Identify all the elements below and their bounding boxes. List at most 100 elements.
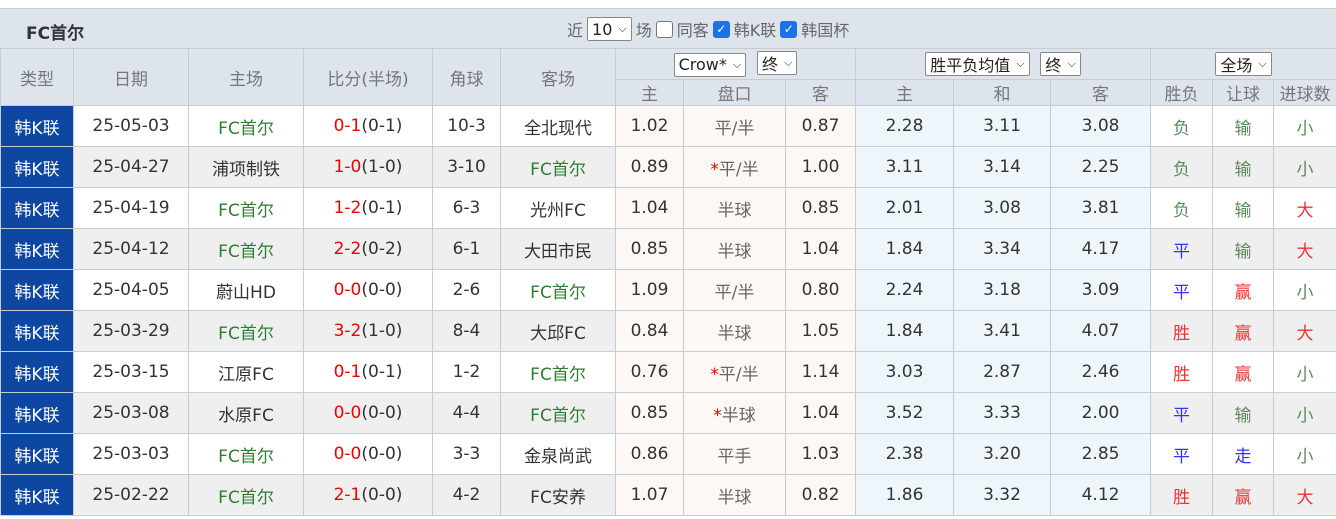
handicap-away-odds: 0.82 bbox=[784, 474, 857, 516]
handicap-away-odds: 1.05 bbox=[784, 310, 857, 352]
euro-draw-odds: 3.18 bbox=[953, 269, 1052, 311]
league-badge[interactable]: 韩K联 bbox=[0, 269, 74, 311]
half-time-score: (0-1) bbox=[361, 362, 403, 382]
handicap-line: 平手 bbox=[683, 433, 786, 475]
table-row[interactable]: 韩K联 25-04-12 FC首尔 2-2(0-2) 6-1 大田市民 0.85… bbox=[0, 228, 1336, 270]
result-goals: 小 bbox=[1273, 105, 1336, 147]
away-team[interactable]: 全北现代 bbox=[500, 105, 616, 147]
home-team[interactable]: FC首尔 bbox=[188, 474, 304, 516]
half-time-score: (0-2) bbox=[361, 239, 403, 259]
handicap-home-odds: 0.86 bbox=[615, 433, 684, 475]
star-marker: * bbox=[713, 405, 722, 426]
full-time-score: 0-0 bbox=[333, 403, 362, 423]
away-team[interactable]: 大田市民 bbox=[500, 228, 616, 270]
home-team[interactable]: 水原FC bbox=[188, 392, 304, 434]
recent-count-value: 10 bbox=[592, 19, 613, 39]
score[interactable]: 2-1(0-0) bbox=[303, 474, 433, 516]
league-badge[interactable]: 韩K联 bbox=[0, 105, 74, 147]
header-ou: 进球数 bbox=[1273, 79, 1336, 106]
league-badge[interactable]: 韩K联 bbox=[0, 474, 74, 516]
league2-checkbox[interactable]: ✓ bbox=[780, 20, 798, 38]
handicap-phase-select[interactable]: 终 ⌵ bbox=[757, 51, 798, 76]
handicap-line-value: 半球 bbox=[717, 487, 752, 508]
handicap-company-select[interactable]: Crow* ⌵ bbox=[673, 52, 747, 77]
header-h-away: 客 bbox=[784, 79, 857, 106]
league-badge[interactable]: 韩K联 bbox=[0, 392, 74, 434]
home-team[interactable]: 江原FC bbox=[188, 351, 304, 393]
score[interactable]: 1-0(1-0) bbox=[303, 146, 433, 188]
score[interactable]: 3-2(1-0) bbox=[303, 310, 433, 352]
league1-label: 韩K联 bbox=[733, 21, 777, 40]
euro-away-odds: 2.25 bbox=[1050, 146, 1152, 188]
euro-draw-odds: 3.20 bbox=[953, 433, 1052, 475]
avg-type-select[interactable]: 胜平负均值 ⌵ bbox=[925, 52, 1030, 76]
away-team[interactable]: 大邱FC bbox=[500, 310, 616, 352]
handicap-line-value: 平/半 bbox=[718, 364, 759, 385]
euro-away-odds: 2.46 bbox=[1050, 351, 1152, 393]
handicap-line-value: 平手 bbox=[717, 446, 752, 467]
corners: 1-2 bbox=[432, 351, 501, 393]
result-handicap: 赢 bbox=[1212, 474, 1275, 516]
league1-checkbox[interactable]: ✓ bbox=[712, 20, 730, 38]
score[interactable]: 2-2(0-2) bbox=[303, 228, 433, 270]
handicap-line: 平/半 bbox=[683, 105, 786, 147]
table-row[interactable]: 韩K联 25-02-22 FC首尔 2-1(0-0) 4-2 FC安养 1.07… bbox=[0, 474, 1336, 516]
match-date: 25-03-08 bbox=[73, 392, 189, 434]
result-goals: 小 bbox=[1273, 146, 1336, 188]
away-team[interactable]: FC安养 bbox=[500, 474, 616, 516]
recent-count-select[interactable]: 10 ⌵ bbox=[587, 17, 632, 41]
handicap-home-odds: 1.02 bbox=[615, 105, 684, 147]
euro-draw-odds: 3.34 bbox=[953, 228, 1052, 270]
away-team[interactable]: FC首尔 bbox=[500, 146, 616, 188]
table-row[interactable]: 韩K联 25-05-03 FC首尔 0-1(0-1) 10-3 全北现代 1.0… bbox=[0, 105, 1336, 147]
result-goals: 大 bbox=[1273, 474, 1336, 516]
away-team[interactable]: 光州FC bbox=[500, 187, 616, 229]
corners: 4-4 bbox=[432, 392, 501, 434]
score[interactable]: 0-0(0-0) bbox=[303, 392, 433, 434]
euro-away-odds: 3.81 bbox=[1050, 187, 1152, 229]
home-team[interactable]: FC首尔 bbox=[188, 310, 304, 352]
table-row[interactable]: 韩K联 25-03-15 江原FC 0-1(0-1) 1-2 FC首尔 0.76… bbox=[0, 351, 1336, 393]
score[interactable]: 0-1(0-1) bbox=[303, 105, 433, 147]
league-badge[interactable]: 韩K联 bbox=[0, 146, 74, 188]
handicap-home-odds: 0.85 bbox=[615, 228, 684, 270]
table-row[interactable]: 韩K联 25-04-05 蔚山HD 0-0(0-0) 2-6 FC首尔 1.09… bbox=[0, 269, 1336, 311]
home-team[interactable]: 浦项制铁 bbox=[188, 146, 304, 188]
home-team[interactable]: FC首尔 bbox=[188, 187, 304, 229]
score[interactable]: 1-2(0-1) bbox=[303, 187, 433, 229]
away-team[interactable]: FC首尔 bbox=[500, 392, 616, 434]
score[interactable]: 0-0(0-0) bbox=[303, 433, 433, 475]
home-team[interactable]: FC首尔 bbox=[188, 433, 304, 475]
table-row[interactable]: 韩K联 25-03-08 水原FC 0-0(0-0) 4-4 FC首尔 0.85… bbox=[0, 392, 1336, 434]
league-badge[interactable]: 韩K联 bbox=[0, 187, 74, 229]
league-badge[interactable]: 韩K联 bbox=[0, 310, 74, 352]
league-badge[interactable]: 韩K联 bbox=[0, 433, 74, 475]
handicap-line-value: 平/半 bbox=[718, 159, 759, 180]
table-row[interactable]: 韩K联 25-03-29 FC首尔 3-2(1-0) 8-4 大邱FC 0.84… bbox=[0, 310, 1336, 352]
avg-phase-select[interactable]: 终 ⌵ bbox=[1040, 52, 1081, 76]
score[interactable]: 0-1(0-1) bbox=[303, 351, 433, 393]
table-row[interactable]: 韩K联 25-04-19 FC首尔 1-2(0-1) 6-3 光州FC 1.04… bbox=[0, 187, 1336, 229]
handicap-line-value: 半球 bbox=[717, 241, 752, 262]
same-home-checkbox[interactable] bbox=[655, 20, 673, 38]
away-team[interactable]: FC首尔 bbox=[500, 351, 616, 393]
home-team[interactable]: FC首尔 bbox=[188, 105, 304, 147]
table-row[interactable]: 韩K联 25-03-03 FC首尔 0-0(0-0) 3-3 金泉尚武 0.86… bbox=[0, 433, 1336, 475]
score[interactable]: 0-0(0-0) bbox=[303, 269, 433, 311]
euro-away-odds: 4.12 bbox=[1050, 474, 1152, 516]
home-team[interactable]: 蔚山HD bbox=[188, 269, 304, 311]
handicap-line-value: 平/半 bbox=[714, 282, 755, 303]
away-team[interactable]: 金泉尚武 bbox=[500, 433, 616, 475]
handicap-home-odds: 1.09 bbox=[615, 269, 684, 311]
scope-select[interactable]: 全场 ⌵ bbox=[1215, 52, 1272, 76]
match-date: 25-03-15 bbox=[73, 351, 189, 393]
away-team[interactable]: FC首尔 bbox=[500, 269, 616, 311]
result-header: 全场 ⌵ bbox=[1150, 48, 1336, 80]
table-row[interactable]: 韩K联 25-04-27 浦项制铁 1-0(1-0) 3-10 FC首尔 0.8… bbox=[0, 146, 1336, 188]
home-team[interactable]: FC首尔 bbox=[188, 228, 304, 270]
chevron-down-icon: ⌵ bbox=[732, 57, 742, 71]
league-badge[interactable]: 韩K联 bbox=[0, 351, 74, 393]
league-badge[interactable]: 韩K联 bbox=[0, 228, 74, 270]
corners: 2-6 bbox=[432, 269, 501, 311]
euro-draw-odds: 3.32 bbox=[953, 474, 1052, 516]
